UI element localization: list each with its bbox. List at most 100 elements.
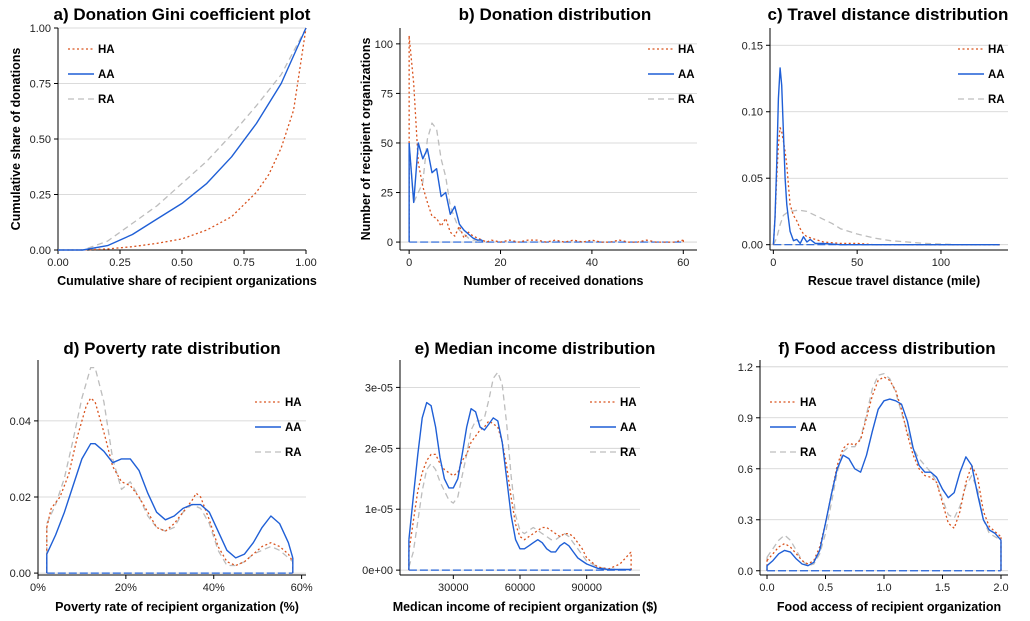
series-line-ra [766, 372, 1002, 567]
x-tick-label: 2.0 [993, 582, 1008, 594]
legend-label-ra: RA [988, 94, 1005, 106]
series-line-ra [772, 209, 1000, 246]
chart-title: c) Travel distance distribution [768, 5, 1009, 24]
y-tick-label: 0.00 [742, 240, 763, 252]
x-tick-label: 60000 [505, 582, 536, 594]
legend: HA AA RA [770, 397, 817, 459]
x-axis-label: Number of received donations [464, 274, 644, 288]
y-tick-label: 3e-05 [365, 382, 393, 394]
legend-label-ra: RA [800, 447, 817, 459]
x-tick-label: 0 [770, 257, 776, 269]
panel-d: 0% 20% 40% 60% 0.00 0.02 0.04 d) Poverty rate d… [10, 339, 313, 614]
legend-label-ra: RA [98, 94, 115, 106]
y-tick-label: 100 [375, 39, 393, 51]
y-tick-label: 0e+00 [362, 565, 393, 577]
y-tick-label: 0.00 [10, 568, 31, 580]
y-axis-label: Number of recipient organizations [359, 38, 373, 241]
chart-title: f) Food access distribution [778, 339, 995, 358]
x-tick-label: 1.5 [935, 582, 950, 594]
x-tick-label: 90000 [571, 582, 602, 594]
x-axis-label: Poverty rate of recipient organization (… [55, 600, 299, 614]
y-tick-label: 0.50 [30, 134, 51, 146]
legend: HA AA RA [648, 44, 695, 106]
x-axis-label: Cumulative share of recipient organizati… [57, 274, 317, 288]
y-tick-label: 1e-05 [365, 504, 393, 516]
x-tick-label: 1.00 [295, 257, 316, 269]
legend: HA AA RA [255, 397, 302, 459]
y-tick-label: 50 [381, 138, 393, 150]
y-tick-label: 0.6 [738, 464, 753, 476]
x-tick-label: 50 [851, 257, 863, 269]
legend-label-ra: RA [620, 447, 637, 459]
y-tick-label: 0.3 [738, 515, 753, 527]
legend-label-aa: AA [678, 69, 695, 81]
legend: HA AA RA [958, 44, 1005, 106]
x-tick-label: 20 [494, 257, 506, 269]
legend-label-aa: AA [285, 422, 302, 434]
series-line-aa [766, 398, 1002, 567]
panel-f: 0.0 0.5 1.0 1.5 2.0 0.0 0.3 0.6 0.9 1.2 f) Food ac… [738, 339, 1009, 614]
x-tick-label: 60% [291, 582, 313, 594]
x-tick-label: 0.00 [47, 257, 68, 269]
y-tick-label: 0 [387, 237, 393, 249]
x-tick-label: 0.25 [109, 257, 130, 269]
y-tick-label: 2e-05 [365, 443, 393, 455]
chart-title: e) Median income distribution [415, 339, 656, 358]
chart-title: a) Donation Gini coefficient plot [54, 5, 311, 24]
legend-label-aa: AA [98, 69, 115, 81]
legend-label-ha: HA [98, 44, 115, 56]
x-tick-label: 20% [115, 582, 137, 594]
series-line-ra [46, 366, 294, 567]
legend-label-ha: HA [678, 44, 695, 56]
y-tick-label: 0.10 [742, 107, 763, 119]
legend-label-ha: HA [620, 397, 637, 409]
chart-title: b) Donation distribution [459, 5, 652, 24]
x-tick-label: 40% [203, 582, 225, 594]
y-tick-label: 0.0 [738, 566, 753, 578]
legend-label-ha: HA [285, 397, 302, 409]
series-line-ra [58, 27, 307, 251]
panel-c: 0 50 100 0.00 0.05 0.10 0.15 c) Travel distance… [742, 5, 1009, 288]
x-tick-label: 0.50 [171, 257, 192, 269]
x-tick-label: 40 [586, 257, 598, 269]
series-line-aa [408, 142, 483, 241]
x-tick-label: 100 [932, 257, 950, 269]
y-tick-label: 0.05 [742, 173, 763, 185]
legend-label-ha: HA [800, 397, 817, 409]
series-line-ha [58, 27, 307, 251]
panel-a: 0.00 0.25 0.50 0.75 1.00 0.00 0.25 0.50 0.75 1.00… [9, 5, 317, 288]
y-tick-label: 0.02 [10, 492, 31, 504]
x-tick-label: 1.0 [876, 582, 891, 594]
series-line-aa [46, 443, 294, 559]
legend: HA AA RA [68, 44, 115, 106]
x-axis-label: Rescue travel distance (mile) [808, 274, 980, 288]
y-tick-label: 0.00 [30, 245, 51, 257]
legend-label-aa: AA [620, 422, 637, 434]
legend-label-ra: RA [285, 447, 302, 459]
legend-label-ra: RA [678, 94, 695, 106]
x-tick-label: 0 [406, 257, 412, 269]
panel-b: 0 20 40 60 0 25 50 75 100 b) Donation distributio… [359, 5, 697, 288]
x-tick-label: 0.0 [759, 582, 774, 594]
series-line-ha [408, 420, 632, 570]
y-tick-label: 0.75 [30, 79, 51, 91]
y-tick-label: 0.9 [738, 413, 753, 425]
y-tick-label: 75 [381, 88, 393, 100]
y-tick-label: 0.15 [742, 40, 763, 52]
series-line-aa [408, 401, 632, 571]
legend-label-ha: HA [988, 44, 1005, 56]
x-tick-label: 0.5 [818, 582, 833, 594]
series-line-ha [408, 35, 684, 243]
y-tick-label: 25 [381, 188, 393, 200]
x-tick-label: 60 [677, 257, 689, 269]
series-line-ha [46, 397, 294, 567]
legend-label-aa: AA [800, 422, 817, 434]
x-axis-label: Medican income of recipient organization… [393, 600, 658, 614]
y-tick-label: 1.00 [30, 23, 51, 35]
x-tick-label: 0.75 [233, 257, 254, 269]
legend-label-aa: AA [988, 69, 1005, 81]
series-line-ra [408, 371, 632, 571]
y-tick-label: 0.25 [30, 190, 51, 202]
x-tick-label: 0% [30, 582, 46, 594]
